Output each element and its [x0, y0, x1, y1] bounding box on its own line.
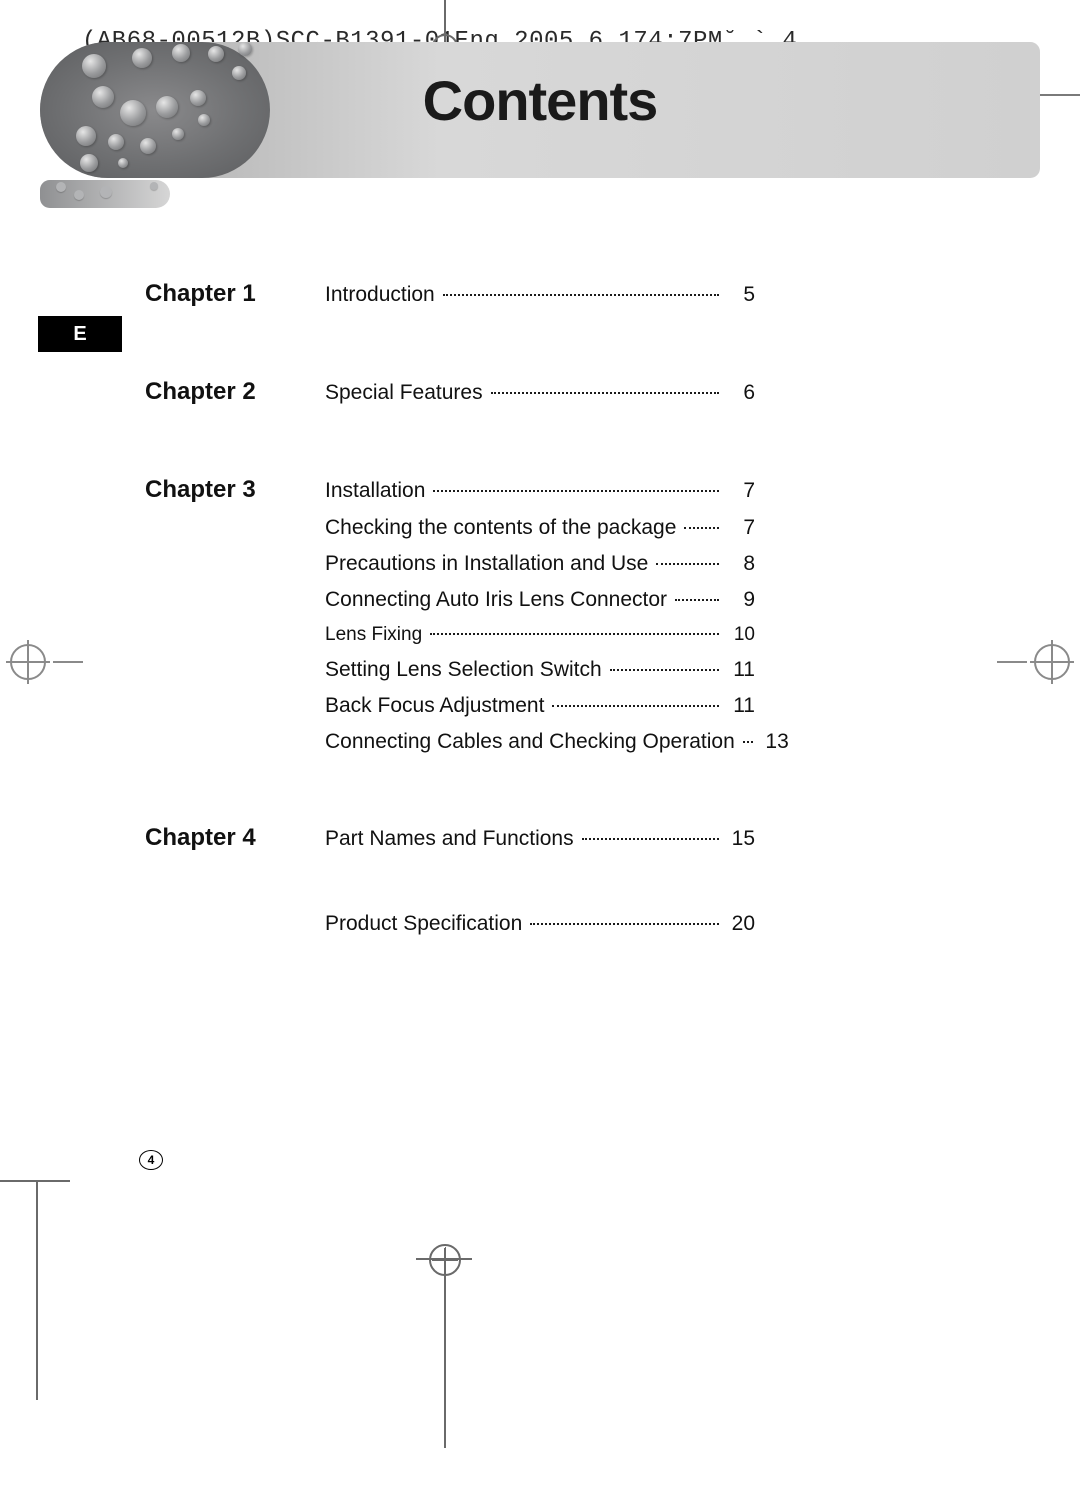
bubble-icon	[80, 154, 98, 172]
bubble-icon	[150, 182, 158, 190]
toc-entry-label: Precautions in Installation and Use	[325, 552, 648, 576]
crop-mark-bl-v	[36, 1180, 38, 1400]
table-of-contents: Chapter 1Introduction 5 Chapter 2Special F…	[145, 280, 755, 958]
bubble-icon	[238, 42, 252, 56]
toc-entry-label: Lens Fixing	[325, 624, 422, 646]
toc-leader-dots	[433, 490, 719, 492]
bubble-icon	[208, 46, 224, 62]
crop-mark-bc-v	[444, 1248, 446, 1448]
toc-entry-label: Checking the contents of the package	[325, 516, 676, 540]
toc-entry: Product Specification 20	[325, 912, 755, 936]
toc-entry-page: 7	[727, 516, 755, 540]
toc-row: Connecting Auto Iris Lens Connector 9	[145, 588, 755, 612]
toc-entry: Installation 7	[325, 479, 755, 503]
toc-leader-dots	[582, 838, 719, 840]
page-title: Contents	[40, 68, 1040, 133]
crop-mark-bl-h	[0, 1180, 70, 1182]
toc-entry-page: 15	[727, 827, 755, 851]
bubble-icon	[118, 158, 128, 168]
toc-row: Chapter 4Part Names and Functions 15	[145, 824, 755, 852]
toc-leader-dots	[656, 563, 719, 565]
toc-row: Lens Fixing 10	[145, 624, 755, 646]
toc-entry: Setting Lens Selection Switch 11	[325, 658, 755, 682]
toc-leader-dots	[430, 633, 719, 635]
toc-entry-page: 13	[761, 730, 789, 754]
toc-row: Chapter 1Introduction 5	[145, 280, 755, 308]
toc-entry-label: Part Names and Functions	[325, 827, 574, 851]
toc-leader-dots	[743, 741, 753, 743]
toc-entry-label: Special Features	[325, 381, 483, 405]
toc-leader-dots	[675, 599, 719, 601]
chapter-label: Chapter 2	[145, 378, 325, 406]
toc-row: Product Specification 20	[145, 912, 755, 936]
toc-entry-page: 10	[727, 624, 755, 646]
bubble-icon	[172, 44, 190, 62]
bubble-icon	[132, 48, 152, 68]
toc-entry-label: Connecting Auto Iris Lens Connector	[325, 588, 667, 612]
toc-entry-label: Introduction	[325, 283, 435, 307]
language-tab: E	[38, 316, 122, 352]
toc-entry: Back Focus Adjustment 11	[325, 694, 755, 718]
toc-entry-page: 8	[727, 552, 755, 576]
bubble-icon	[140, 138, 156, 154]
toc-entry-page: 11	[727, 658, 755, 682]
toc-leader-dots	[552, 705, 719, 707]
chapter-label: Chapter 1	[145, 280, 325, 308]
bubble-icon	[108, 134, 124, 150]
toc-entry-label: Setting Lens Selection Switch	[325, 658, 602, 682]
toc-row: Precautions in Installation and Use 8	[145, 552, 755, 576]
toc-entry: Connecting Auto Iris Lens Connector 9	[325, 588, 755, 612]
toc-entry-label: Installation	[325, 479, 425, 503]
toc-entry: Part Names and Functions 15	[325, 827, 755, 851]
toc-row: Setting Lens Selection Switch 11	[145, 658, 755, 682]
toc-entry: Introduction 5	[325, 283, 755, 307]
toc-leader-dots	[684, 527, 719, 529]
toc-leader-dots	[491, 392, 719, 394]
bubble-icon	[100, 186, 112, 198]
toc-entry-page: 5	[727, 283, 755, 307]
toc-row: Back Focus Adjustment 11	[145, 694, 755, 718]
toc-row: Connecting Cables and Checking Operation…	[145, 730, 755, 754]
toc-entry-label: Connecting Cables and Checking Operation	[325, 730, 735, 754]
toc-entry-page: 7	[727, 479, 755, 503]
toc-entry-page: 20	[727, 912, 755, 936]
hero-echo	[40, 180, 170, 208]
toc-entry: Connecting Cables and Checking Operation…	[325, 730, 755, 754]
toc-entry-label: Back Focus Adjustment	[325, 694, 544, 718]
hero-banner: Contents	[40, 42, 1040, 178]
toc-entry: Checking the contents of the package 7	[325, 516, 755, 540]
toc-entry-label: Product Specification	[325, 912, 522, 936]
crop-target-left	[6, 640, 50, 684]
toc-entry-page: 6	[727, 381, 755, 405]
page-number-badge: 4	[139, 1150, 163, 1170]
toc-entry-page: 11	[727, 694, 755, 718]
toc-entry: Precautions in Installation and Use 8	[325, 552, 755, 576]
toc-row: Checking the contents of the package 7	[145, 516, 755, 540]
toc-entry: Special Features 6	[325, 381, 755, 405]
toc-leader-dots	[610, 669, 719, 671]
crop-mark-bc-iv	[445, 1247, 446, 1273]
crop-target-right	[1030, 640, 1074, 684]
toc-leader-dots	[443, 294, 719, 296]
chapter-label: Chapter 3	[145, 476, 325, 504]
toc-leader-dots	[530, 923, 719, 925]
toc-row: Chapter 3Installation 7	[145, 476, 755, 504]
toc-entry: Lens Fixing 10	[325, 624, 755, 646]
chapter-label: Chapter 4	[145, 824, 325, 852]
bubble-icon	[56, 182, 66, 192]
toc-entry-page: 9	[727, 588, 755, 612]
toc-row: Chapter 2Special Features 6	[145, 378, 755, 406]
bubble-icon	[74, 190, 84, 200]
